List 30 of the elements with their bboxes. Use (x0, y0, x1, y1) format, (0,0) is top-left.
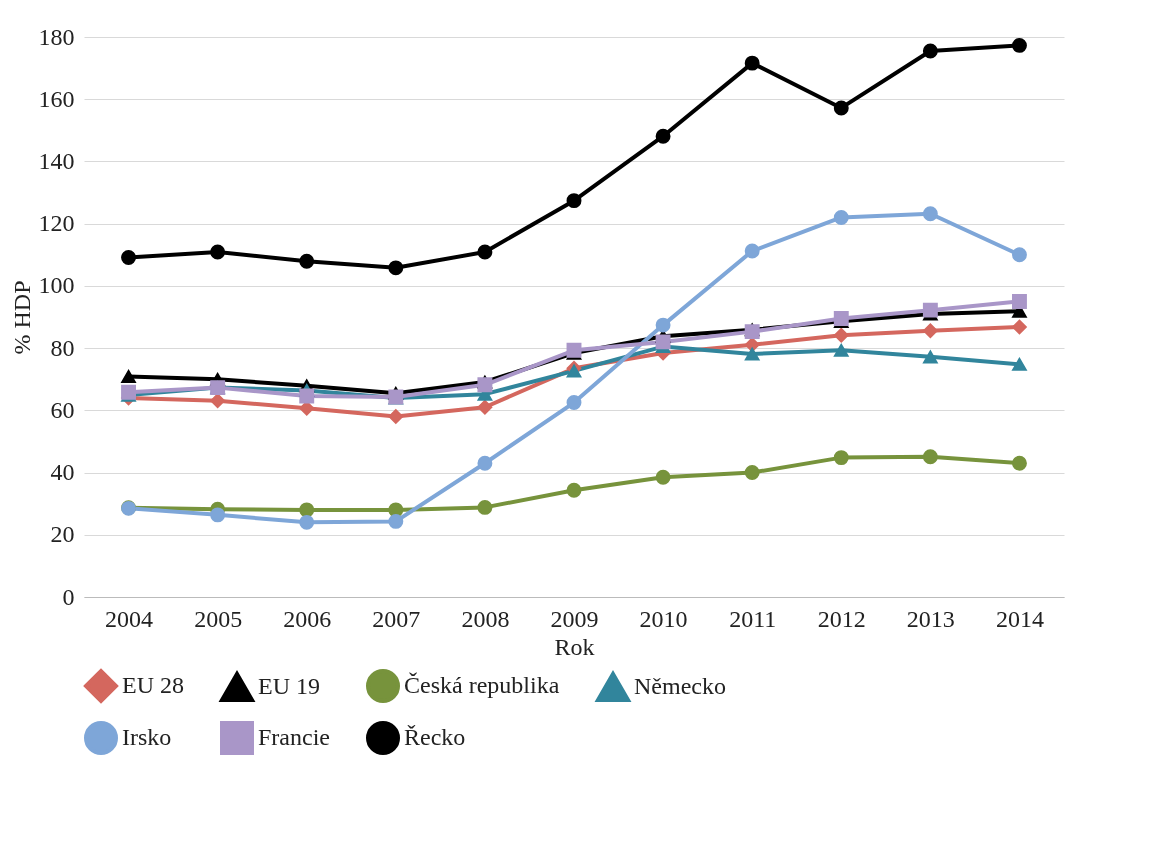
x-axis-title: Rok (554, 633, 595, 660)
y-tick-label: 140 (38, 147, 75, 174)
x-tick-label: 2013 (906, 605, 955, 632)
legend-label: Irsko (122, 724, 172, 750)
y-axis-title: % HDP (8, 280, 35, 355)
legend-label: EU 19 (258, 673, 320, 699)
legend-label: Česká republika (404, 672, 560, 698)
y-tick-label: 80 (50, 334, 75, 361)
x-tick-label: 2007 (372, 605, 421, 632)
x-tick-label: 2011 (729, 605, 777, 632)
y-tick-label: 100 (38, 272, 75, 299)
x-tick-label: 2006 (283, 605, 332, 632)
y-tick-label: 40 (50, 459, 75, 486)
x-tick-label: 2014 (995, 605, 1044, 632)
y-tick-label: 0 (62, 583, 75, 610)
legend-label: EU 28 (122, 672, 184, 698)
legend-label: Německo (634, 673, 726, 699)
x-tick-label: 2004 (105, 605, 154, 632)
y-tick-label: 120 (38, 210, 75, 237)
legend-label: Řecko (404, 724, 466, 750)
x-tick-label: 2008 (461, 605, 510, 632)
y-tick-label: 60 (50, 396, 75, 423)
legend-label: Francie (258, 724, 330, 750)
y-tick-label: 180 (38, 23, 75, 50)
x-tick-label: 2009 (550, 605, 599, 632)
x-tick-label: 2012 (817, 605, 866, 632)
x-tick-label: 2005 (194, 605, 243, 632)
y-tick-label: 20 (50, 521, 75, 548)
x-tick-label: 2010 (639, 605, 688, 632)
y-tick-label: 160 (38, 85, 75, 112)
